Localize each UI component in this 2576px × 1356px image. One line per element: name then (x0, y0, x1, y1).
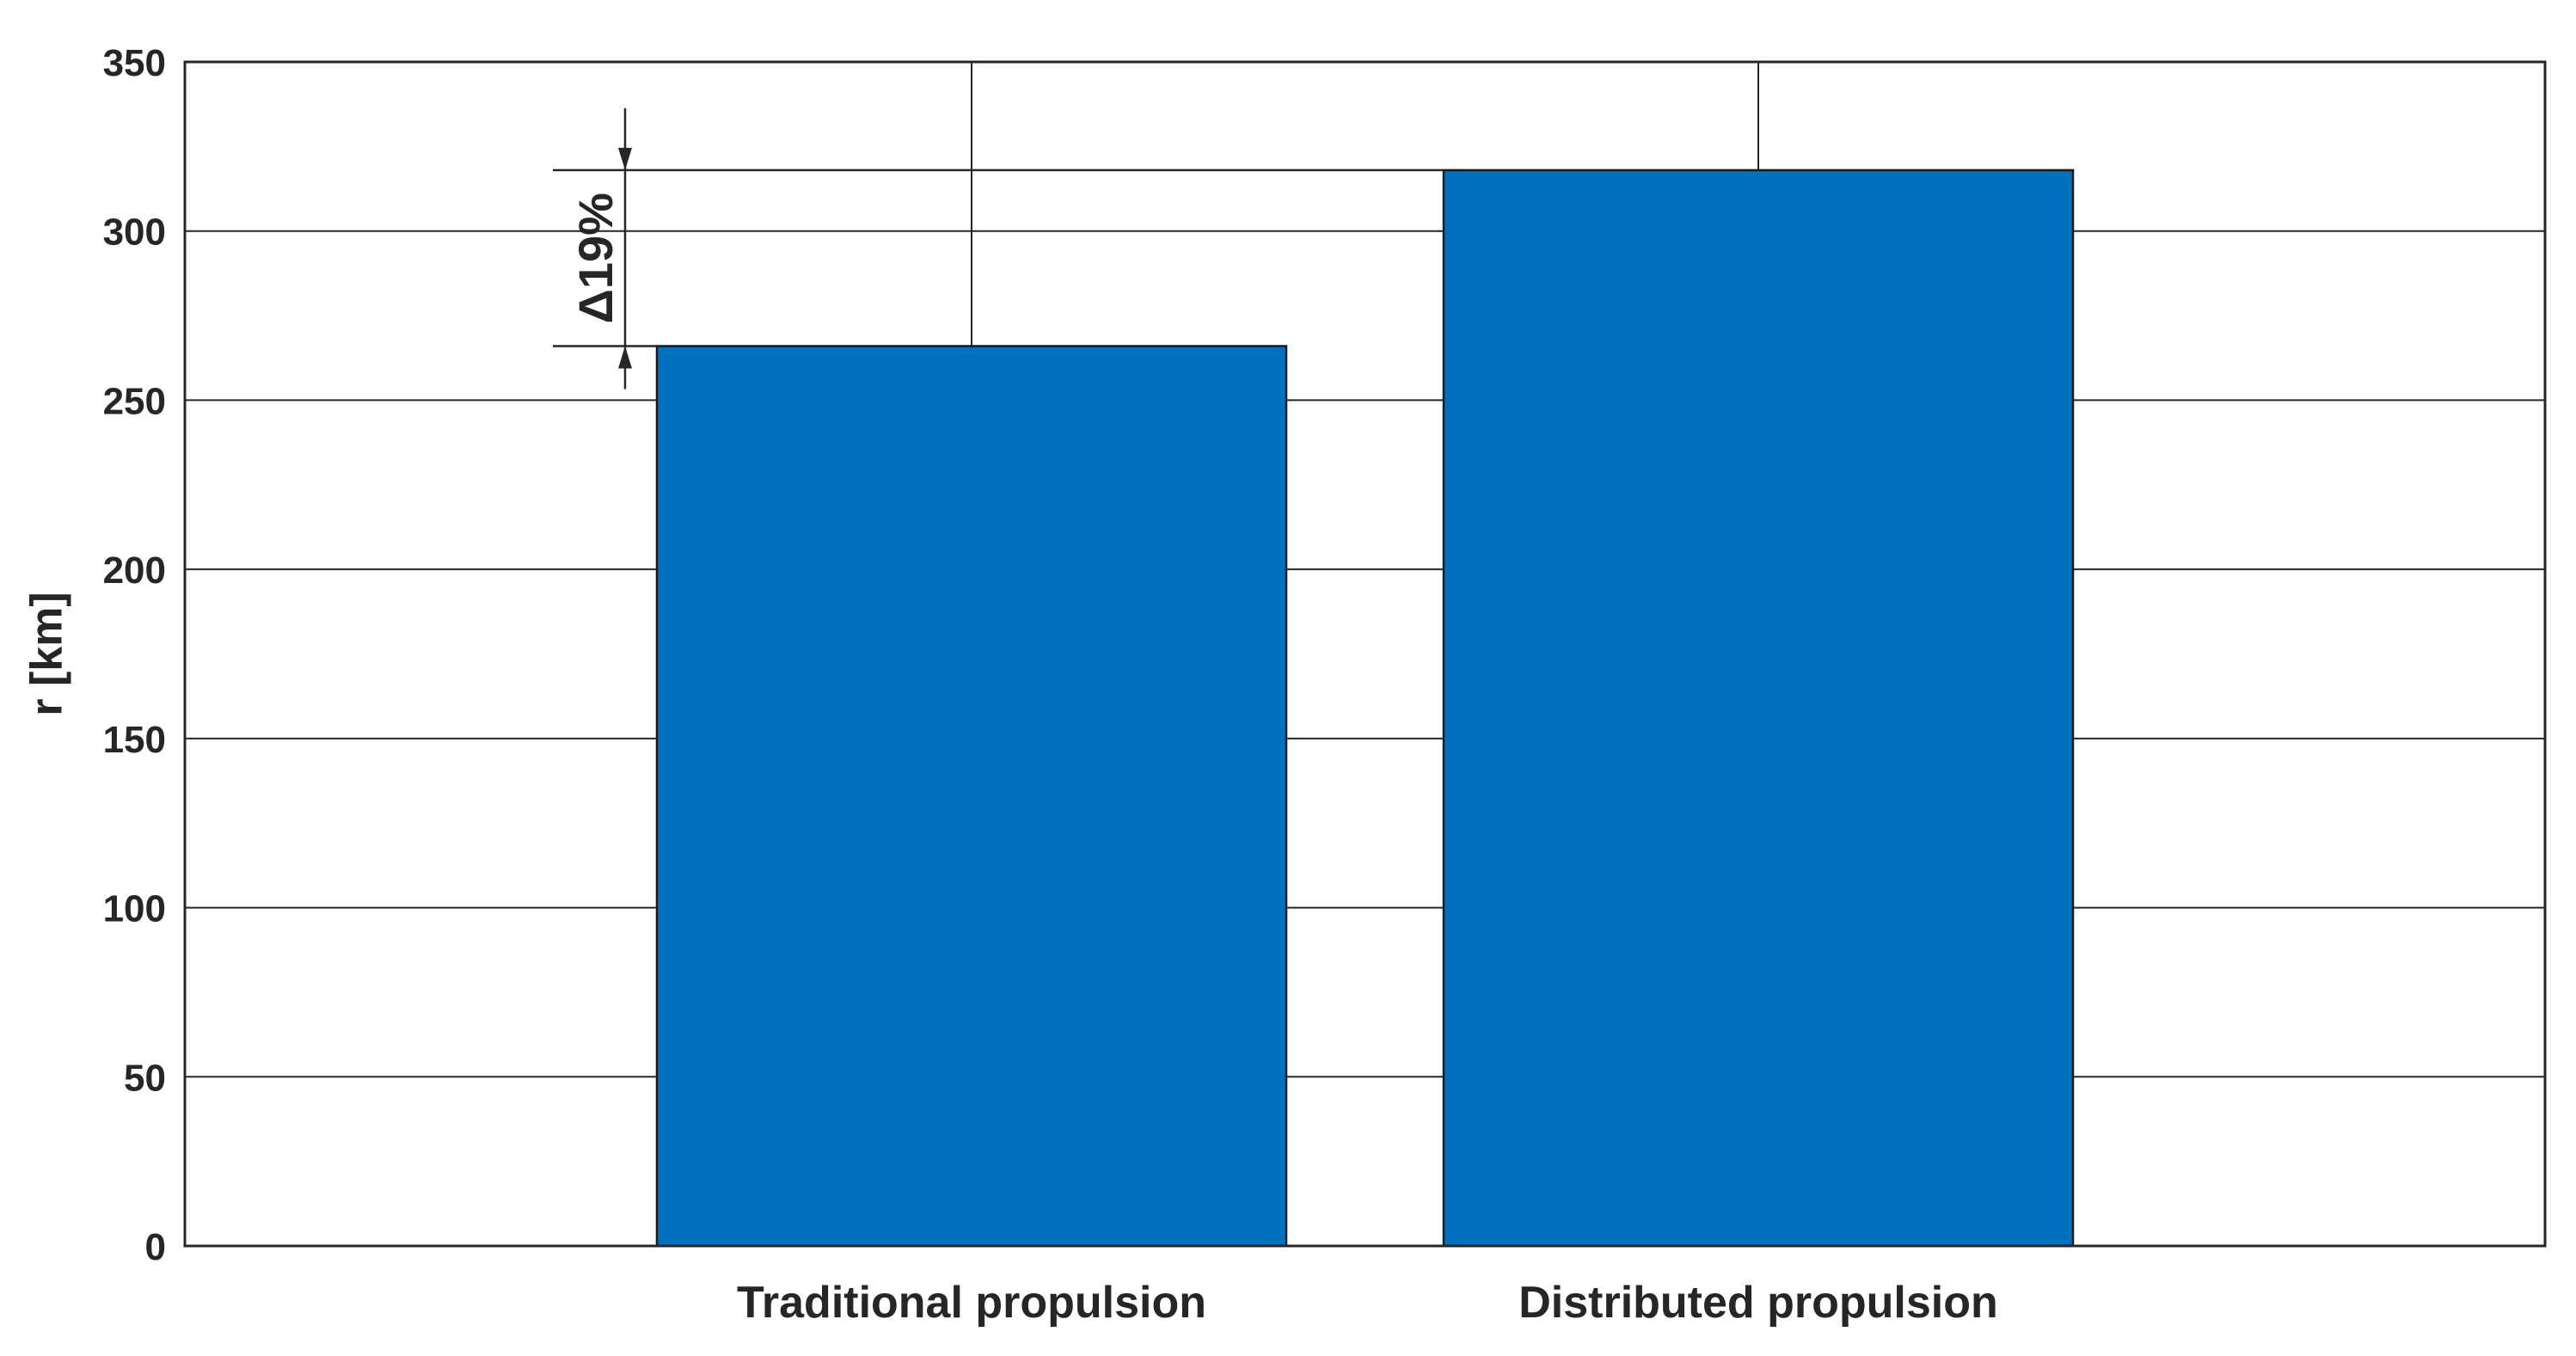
y-tick-label: 50 (124, 1057, 166, 1099)
arrow-up-icon (618, 346, 632, 369)
x-category-labels: Traditional propulsion Distributed propul… (737, 1278, 1998, 1328)
x-category-label: Distributed propulsion (1518, 1278, 1998, 1328)
y-tick-label: 100 (103, 888, 166, 930)
arrow-down-icon (618, 147, 632, 170)
y-axis-label: r [km] (22, 592, 72, 715)
y-tick-label: 250 (103, 380, 166, 422)
y-tick-label: 200 (103, 549, 166, 592)
bars (655, 169, 2075, 1248)
grid-lines (185, 61, 2545, 1247)
plot-frame (183, 60, 2547, 1248)
x-category-label: Traditional propulsion (737, 1278, 1206, 1328)
y-tick-label: 150 (103, 719, 166, 761)
bar (1442, 169, 2075, 1248)
y-tick-label: 0 (145, 1226, 166, 1268)
y-tick-label: 350 (103, 42, 166, 84)
bar (655, 345, 1288, 1248)
difference-label: Δ19% (568, 193, 623, 323)
y-tick-labels: 0 50 100 150 200 250 300 350 (103, 42, 166, 1268)
difference-annotation: Δ19% (553, 107, 1444, 390)
y-tick-label: 300 (103, 212, 166, 254)
